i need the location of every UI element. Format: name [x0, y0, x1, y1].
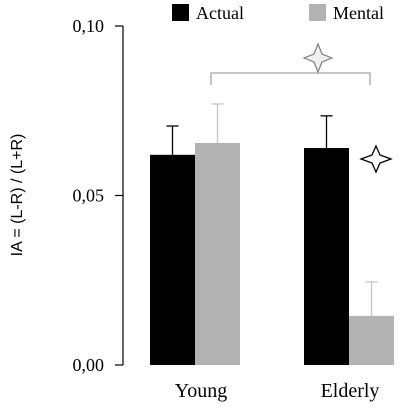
significance-annotations: [210, 42, 393, 174]
bar-mental-elderly: [349, 315, 394, 365]
bars: [150, 142, 394, 365]
category-labels: Young Elderly: [175, 380, 380, 402]
y-tick-label: 0,05: [73, 186, 105, 206]
bar-mental-young: [195, 142, 240, 365]
legend-swatch-actual: [172, 4, 189, 21]
category-label-elderly: Elderly: [321, 380, 380, 402]
error-bars: [166, 103, 378, 316]
y-ticks: 0,00 0,05 0,10: [73, 16, 123, 375]
bar-actual-young: [150, 154, 195, 365]
legend-label-actual: Actual: [196, 3, 244, 23]
y-axis-label: IA = (L-R) / (L+R): [9, 134, 26, 257]
y-tick-label: 0,00: [73, 355, 105, 375]
legend-swatch-mental: [309, 4, 326, 21]
bar-actual-elderly: [304, 148, 349, 365]
significance-bracket: [210, 72, 371, 85]
y-tick-label: 0,10: [73, 16, 105, 36]
significance-star-elderly: [359, 144, 393, 174]
legend: Actual Mental: [172, 3, 384, 23]
significance-star-bracket: [302, 42, 334, 74]
category-label-young: Young: [175, 380, 227, 402]
legend-label-mental: Mental: [333, 3, 384, 23]
